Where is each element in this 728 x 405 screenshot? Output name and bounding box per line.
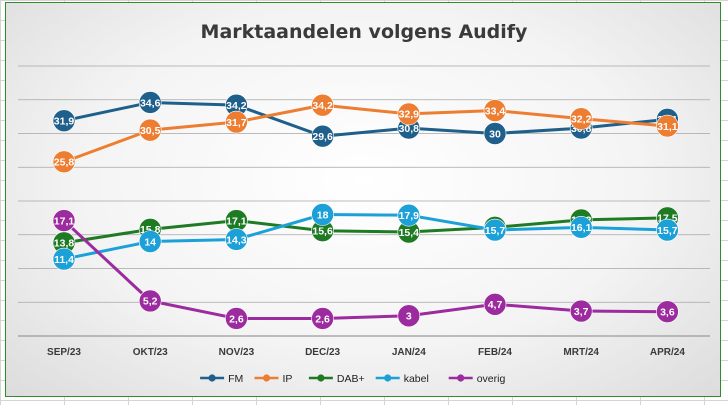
data-label-fm: 31,9 xyxy=(54,115,75,127)
data-point-overig[interactable] xyxy=(52,209,76,232)
data-points: 31,934,634,229,630,83030,832,125,830,531… xyxy=(52,91,679,330)
data-label-ip: 33,4 xyxy=(485,105,506,117)
data-point-fm[interactable] xyxy=(52,109,76,132)
data-label-overig: 17,1 xyxy=(54,215,75,227)
legend[interactable]: FM IP DAB+ kabel overig xyxy=(200,373,505,385)
x-tick-label: SEP/23 xyxy=(47,347,81,358)
data-point-ip[interactable] xyxy=(311,93,334,117)
legend-swatch-marker xyxy=(317,374,325,382)
data-label-dab-: 15,6 xyxy=(312,226,333,238)
data-point-overig[interactable] xyxy=(311,307,334,330)
data-point-overig[interactable] xyxy=(569,299,593,323)
data-label-kabel: 16,1 xyxy=(571,222,592,234)
legend-swatch-marker xyxy=(457,374,465,382)
data-label-ip: 31,1 xyxy=(657,121,678,133)
data-label-fm: 30 xyxy=(489,128,501,140)
data-label-fm: 34,2 xyxy=(226,100,247,112)
data-point-fm[interactable] xyxy=(311,124,334,148)
data-label-dab-: 13,8 xyxy=(54,238,75,250)
data-point-overig[interactable] xyxy=(483,292,507,316)
data-point-kabel[interactable] xyxy=(138,230,162,253)
data-label-kabel: 15,7 xyxy=(657,225,678,237)
x-tick-label: OKT/23 xyxy=(133,347,168,358)
data-point-ip[interactable] xyxy=(656,114,679,138)
x-tick-label: JAN/24 xyxy=(392,347,426,358)
data-point-overig[interactable] xyxy=(225,307,248,330)
data-point-fm[interactable] xyxy=(138,91,162,114)
chart-title: Marktaandelen volgens Audify xyxy=(201,21,529,43)
data-point-ip[interactable] xyxy=(52,150,76,174)
data-point-kabel[interactable] xyxy=(397,203,421,227)
x-axis-tick-labels: SEP/23 OKT/23 NOV/23 DEC/23 JAN/24 FEB/24 MRT/… xyxy=(47,347,685,358)
legend-item-dab-[interactable]: DAB+ xyxy=(308,373,365,385)
data-label-kabel: 11,4 xyxy=(54,254,74,266)
data-label-kabel: 18 xyxy=(317,209,329,221)
data-label-overig: 5,2 xyxy=(143,296,158,308)
legend-label: IP xyxy=(283,373,293,385)
chart-area[interactable] xyxy=(5,2,721,397)
data-point-kabel[interactable] xyxy=(569,216,593,239)
data-point-kabel[interactable] xyxy=(483,218,507,242)
data-label-ip: 30,5 xyxy=(140,125,161,137)
data-point-overig[interactable] xyxy=(397,304,421,328)
legend-item-ip[interactable]: IP xyxy=(254,373,293,385)
data-point-ip[interactable] xyxy=(138,118,162,142)
data-label-ip: 32,9 xyxy=(399,109,420,121)
x-tick-label: NOV/23 xyxy=(219,347,255,358)
legend-label: DAB+ xyxy=(337,373,365,385)
x-tick-label: FEB/24 xyxy=(478,347,512,358)
x-tick-label: DEC/23 xyxy=(305,347,340,358)
legend-label: overig xyxy=(477,373,506,385)
gridlines xyxy=(18,65,710,337)
data-point-fm[interactable] xyxy=(483,122,507,145)
x-tick-label: MRT/24 xyxy=(563,347,599,358)
data-label-kabel: 14,3 xyxy=(226,234,247,246)
data-point-overig[interactable] xyxy=(656,300,679,324)
data-point-ip[interactable] xyxy=(569,107,593,130)
data-label-ip: 31,7 xyxy=(226,117,247,129)
legend-item-overig[interactable]: overig xyxy=(448,373,506,385)
data-point-kabel[interactable] xyxy=(311,203,334,226)
series-line-ip[interactable] xyxy=(62,103,669,164)
data-label-kabel: 14 xyxy=(144,236,156,248)
data-point-ip[interactable] xyxy=(397,102,421,126)
data-label-fm: 34,6 xyxy=(140,97,161,109)
data-label-overig: 3 xyxy=(406,311,412,323)
legend-swatch-marker xyxy=(384,374,392,382)
legend-label: kabel xyxy=(404,373,429,385)
legend-swatch-marker xyxy=(262,374,271,382)
series-lines xyxy=(62,100,669,320)
data-label-fm: 30,8 xyxy=(399,123,420,135)
data-point-ip[interactable] xyxy=(225,110,248,134)
data-label-dab-: 17,1 xyxy=(226,215,247,227)
data-point-kabel[interactable] xyxy=(52,247,76,271)
data-label-ip: 34,2 xyxy=(312,100,333,112)
data-point-overig[interactable] xyxy=(138,289,162,313)
legend-swatch-marker xyxy=(208,374,216,382)
legend-item-kabel[interactable]: kabel xyxy=(375,373,429,385)
series-line-overig[interactable] xyxy=(62,219,669,320)
data-point-kabel[interactable] xyxy=(656,218,679,242)
data-label-overig: 3,7 xyxy=(574,306,589,318)
series-line-fm[interactable] xyxy=(62,100,669,138)
data-label-kabel: 17,9 xyxy=(399,210,420,222)
legend-label: FM xyxy=(228,373,243,385)
data-label-ip: 25,8 xyxy=(54,157,75,169)
data-label-overig: 2,6 xyxy=(315,313,330,325)
series-line-dab-[interactable] xyxy=(62,216,669,245)
data-label-ip: 32,2 xyxy=(571,113,592,125)
x-tick-label: APR/24 xyxy=(650,347,685,358)
data-label-kabel: 15,7 xyxy=(485,225,506,237)
data-label-fm: 29,6 xyxy=(312,131,333,143)
legend-item-fm[interactable]: FM xyxy=(200,373,243,385)
data-label-dab-: 15,4 xyxy=(399,227,420,239)
series-line-kabel[interactable] xyxy=(62,213,669,261)
data-point-ip[interactable] xyxy=(483,99,507,122)
data-point-kabel[interactable] xyxy=(225,228,248,251)
data-label-overig: 2,6 xyxy=(229,313,244,325)
data-label-overig: 3,6 xyxy=(660,307,675,319)
data-label-overig: 4,7 xyxy=(488,299,503,311)
